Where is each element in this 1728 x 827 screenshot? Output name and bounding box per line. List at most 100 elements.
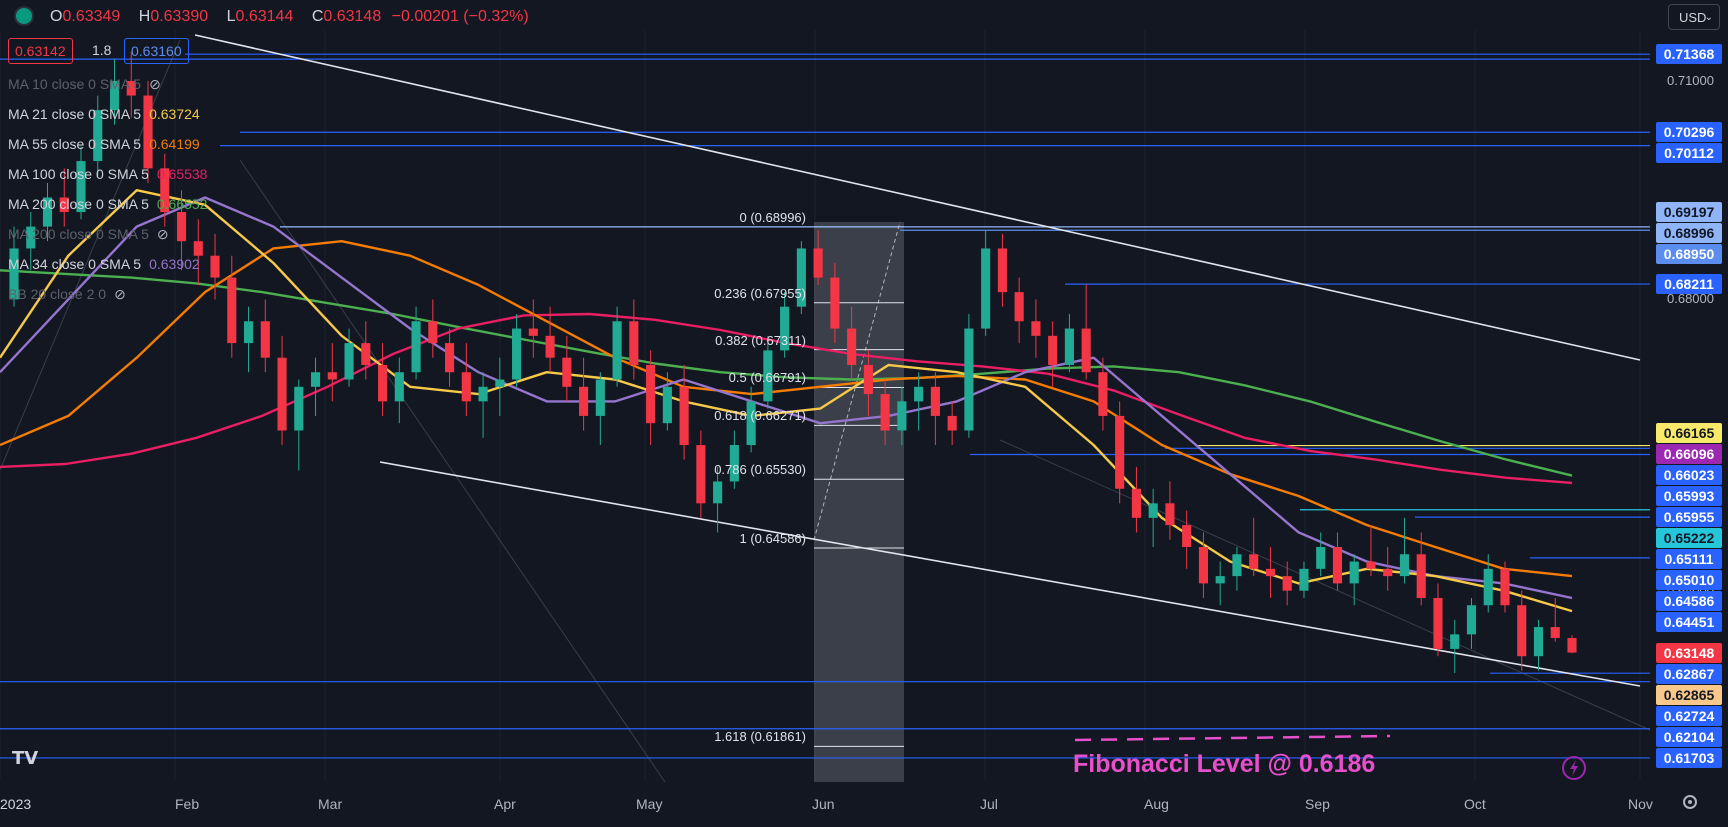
candle-body bbox=[1215, 576, 1225, 584]
candle-body bbox=[1483, 568, 1493, 606]
price-tag: 0.66096 bbox=[1656, 444, 1722, 465]
candle-body bbox=[143, 95, 153, 169]
fibonacci-level-label: 0.5 (0.66791) bbox=[728, 370, 806, 386]
indicator-row[interactable]: MA 100 close 0 SMA 5 0.65538 bbox=[8, 166, 207, 182]
candle-body bbox=[562, 357, 572, 387]
time-axis-label: Nov bbox=[1628, 796, 1653, 812]
candle-body bbox=[193, 241, 203, 256]
candle-body bbox=[109, 80, 120, 111]
lightning-icon[interactable] bbox=[1560, 754, 1590, 784]
time-axis-label: Jul bbox=[980, 796, 998, 812]
indicator-row[interactable]: MA 21 close 0 SMA 5 0.63724 bbox=[8, 106, 200, 122]
ohlc-low-key: L bbox=[226, 8, 236, 25]
candle-body bbox=[294, 386, 304, 431]
fibonacci-level-label: 0.382 (0.67311) bbox=[715, 332, 806, 348]
chevron-down-icon: ⌄ bbox=[1704, 12, 1713, 23]
candle-body bbox=[1366, 561, 1376, 569]
candle-body bbox=[310, 372, 321, 387]
time-axis-label: May bbox=[636, 796, 663, 812]
channel-lower-line bbox=[379, 461, 1641, 687]
price-tag: 0.64586 bbox=[1656, 591, 1722, 612]
price-tag: 0.62724 bbox=[1656, 705, 1722, 726]
price-tag: 0.69197 bbox=[1656, 202, 1722, 223]
candle-body bbox=[579, 386, 589, 416]
indicator-row[interactable]: MA 34 close 0 SMA 5 0.63902 bbox=[8, 256, 200, 272]
price-tag: 0.65222 bbox=[1656, 528, 1722, 549]
candle-body bbox=[545, 335, 555, 358]
price-tag: 0.65111 bbox=[1656, 549, 1722, 570]
faint-trendline bbox=[239, 159, 666, 783]
indicator-value: 0.63724 bbox=[149, 106, 200, 122]
candle-body bbox=[93, 110, 103, 162]
candle-body bbox=[1265, 568, 1276, 577]
price-axis-tick: 0.71000 bbox=[1667, 72, 1714, 88]
hidden-eye-icon[interactable]: ⊘ bbox=[156, 226, 169, 242]
indicator-value: 0.66552 bbox=[156, 196, 208, 212]
candle-body bbox=[1131, 488, 1141, 518]
indicator-label: MA 55 close 0 SMA 5 bbox=[8, 136, 142, 152]
candle-body bbox=[227, 277, 237, 344]
indicator-label: BB 20 close 2 0 bbox=[8, 286, 107, 302]
candle-body bbox=[1282, 576, 1292, 591]
candle-body bbox=[1399, 554, 1410, 577]
buy-button[interactable]: 0.63160 bbox=[124, 38, 189, 64]
tradingview-logo: 𝗧𝗩 bbox=[12, 748, 39, 768]
candle-body bbox=[260, 321, 270, 358]
currency-label: USD bbox=[1679, 10, 1707, 25]
time-axis-label: Mar bbox=[318, 796, 343, 812]
price-tag: 0.70296 bbox=[1656, 122, 1722, 143]
candle-body bbox=[612, 321, 622, 380]
candle-body bbox=[981, 248, 991, 329]
ohlc-low-value: 0.63144 bbox=[235, 8, 294, 25]
ohlc-close-key: C bbox=[311, 8, 324, 25]
settings-gear-icon[interactable] bbox=[1680, 792, 1700, 812]
candle-body bbox=[59, 197, 69, 213]
candle-body bbox=[1349, 561, 1359, 584]
moving-average-line bbox=[0, 239, 1573, 578]
time-axis-label: Sep bbox=[1305, 796, 1330, 812]
indicator-row[interactable]: MA 200 close 0 SMA 5 0.66552 bbox=[8, 196, 207, 212]
candle-body bbox=[327, 372, 337, 380]
ohlc-open-key: O bbox=[50, 8, 63, 25]
candle-body bbox=[662, 386, 672, 424]
indicator-row[interactable]: MA 55 close 0 SMA 5 0.64199 bbox=[8, 136, 200, 152]
candle-body bbox=[411, 321, 421, 373]
candle-body bbox=[997, 248, 1007, 293]
candle-body bbox=[1115, 415, 1125, 489]
candle-body bbox=[76, 161, 86, 213]
price-tag: 0.61703 bbox=[1656, 747, 1722, 768]
candle-body bbox=[1450, 634, 1460, 649]
candle-body bbox=[964, 328, 974, 431]
indicator-label: MA 34 close 0 SMA 5 bbox=[8, 256, 142, 272]
currency-selector[interactable]: USD ⌄ bbox=[1668, 4, 1720, 30]
ohlc-high-value: 0.63390 bbox=[150, 8, 209, 25]
indicator-row[interactable]: MA 10 close 0 SMA 5 ⊘ bbox=[8, 76, 161, 93]
candle-body bbox=[277, 357, 287, 431]
hidden-eye-icon[interactable]: ⊘ bbox=[149, 76, 161, 92]
sell-button[interactable]: 0.63142 bbox=[8, 38, 73, 64]
indicator-label: MA 21 close 0 SMA 5 bbox=[8, 106, 142, 122]
ohlc-change: −0.00201 (−0.32%) bbox=[391, 8, 529, 25]
candle-body bbox=[1533, 627, 1544, 657]
candle-body bbox=[1064, 328, 1074, 365]
hidden-eye-icon[interactable]: ⊘ bbox=[114, 286, 126, 302]
ohlc-close-value: 0.63148 bbox=[323, 8, 382, 25]
fibonacci-zone bbox=[814, 222, 904, 782]
price-tag: 0.68950 bbox=[1656, 244, 1722, 265]
candle-body bbox=[780, 306, 790, 351]
indicator-label: MA 10 close 0 SMA 5 bbox=[8, 76, 142, 92]
price-tag: 0.66023 bbox=[1656, 465, 1722, 486]
indicator-row[interactable]: BB 20 close 2 0 ⊘ bbox=[8, 286, 126, 303]
annotation-dashed-line bbox=[1074, 734, 1391, 742]
candle-body bbox=[1416, 554, 1426, 598]
candle-body bbox=[646, 364, 656, 424]
time-axis-label: Apr bbox=[494, 796, 516, 812]
candle-body bbox=[947, 415, 957, 431]
moving-average-line bbox=[0, 269, 1573, 477]
time-axis-label: Feb bbox=[175, 796, 200, 812]
candle-body bbox=[1098, 372, 1108, 416]
indicator-row[interactable]: MA 200 close 0 SMA 5 ⊘ bbox=[8, 226, 169, 243]
indicator-label: MA 100 close 0 SMA 5 bbox=[8, 166, 149, 182]
candle-body bbox=[528, 328, 538, 336]
